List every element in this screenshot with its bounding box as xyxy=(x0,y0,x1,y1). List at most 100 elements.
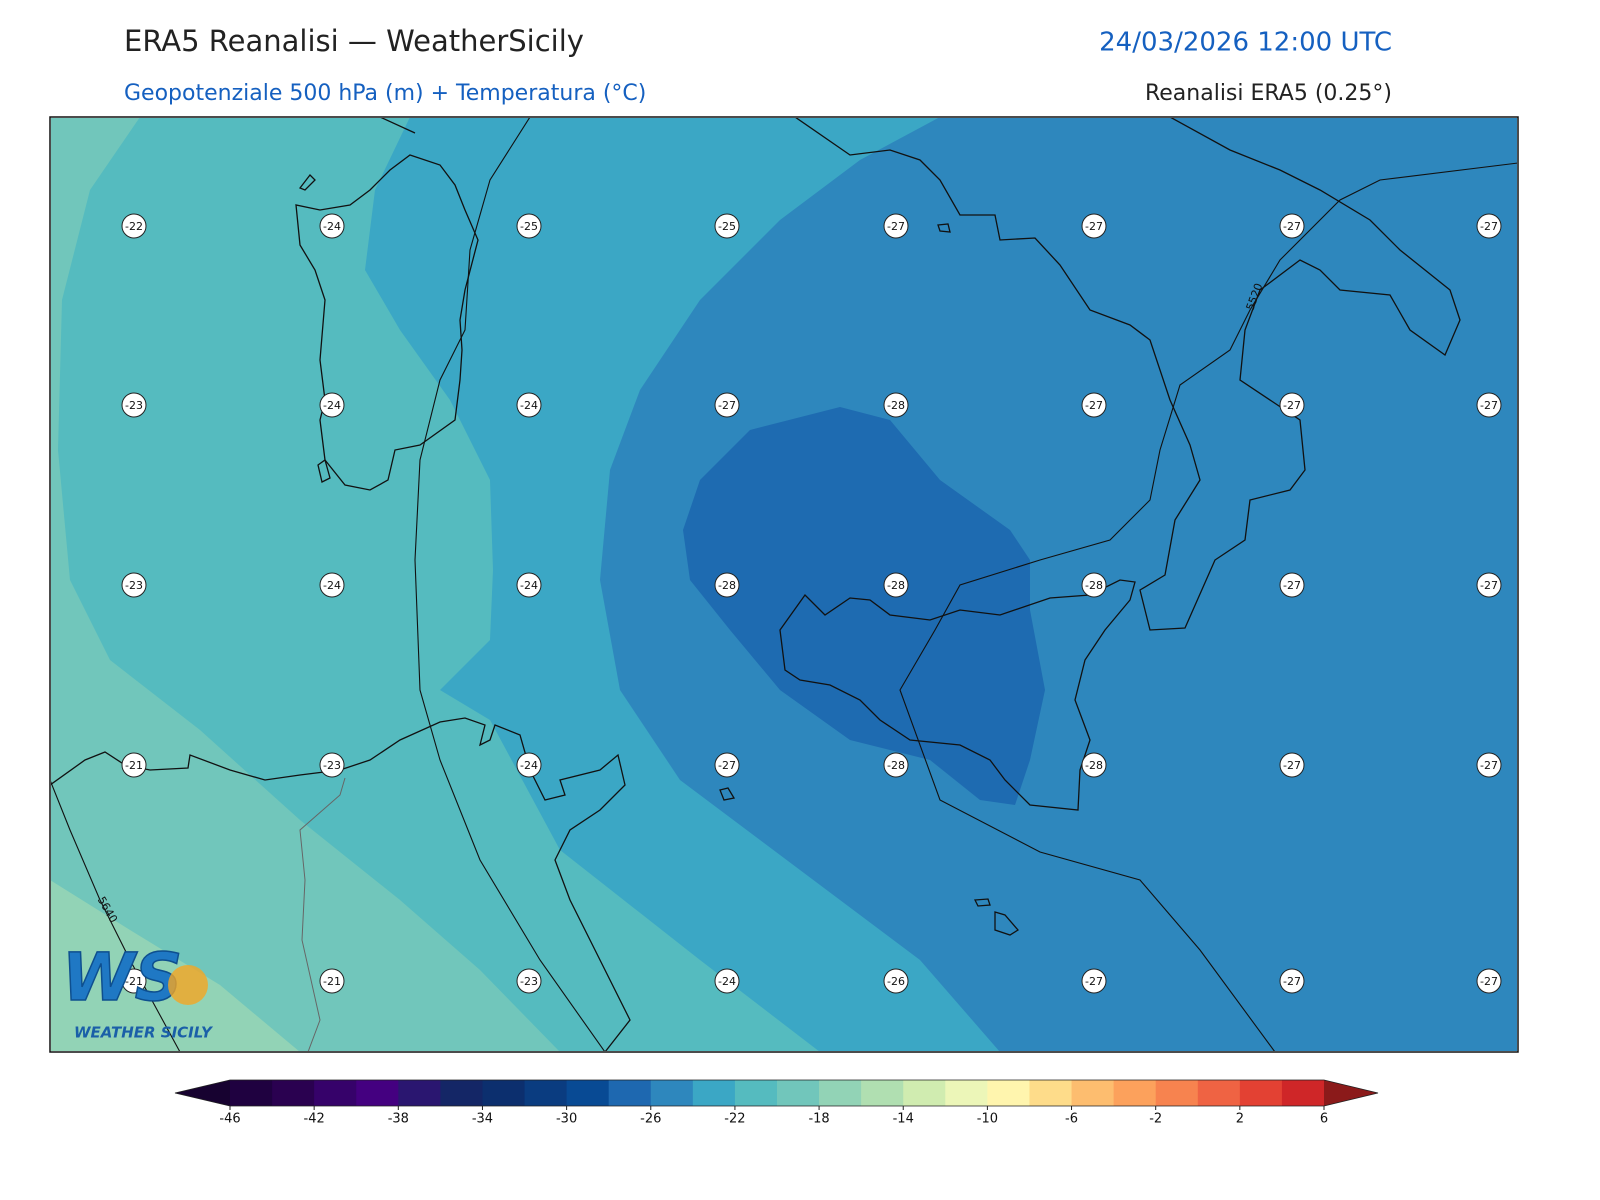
isohypse xyxy=(51,781,181,1051)
temp-label: -24 xyxy=(520,399,538,412)
coastline xyxy=(779,579,1136,811)
colorbar-tick-label: -38 xyxy=(388,1112,409,1127)
colorbar-segment xyxy=(608,1080,652,1106)
temp-marker xyxy=(1081,572,1107,598)
temp-marker xyxy=(1476,213,1502,239)
temp-marker xyxy=(1476,392,1502,418)
temp-marker xyxy=(1476,968,1502,994)
colorbar-segment xyxy=(734,1080,778,1106)
colorbar-tick-label: -26 xyxy=(640,1112,661,1127)
temp-label: -27 xyxy=(1480,759,1498,772)
temp-marker xyxy=(883,392,909,418)
coastline xyxy=(719,223,1019,936)
temp-label: -27 xyxy=(1480,975,1498,988)
temp-label: -27 xyxy=(1085,975,1103,988)
temp-label: -25 xyxy=(718,220,736,233)
logo-sun xyxy=(168,965,208,1005)
colorbar-segment xyxy=(230,1080,273,1106)
colorbar-segment xyxy=(566,1080,610,1106)
colorbar-segment xyxy=(777,1080,820,1106)
colorbar-tick-label: -42 xyxy=(304,1112,325,1127)
temp-label: -28 xyxy=(887,579,905,592)
temp-label: -24 xyxy=(323,579,341,592)
coastline xyxy=(51,717,631,1051)
colorbar-tick-label: -18 xyxy=(808,1112,829,1127)
temp-label: -23 xyxy=(520,975,538,988)
temp-label: -27 xyxy=(1480,220,1498,233)
temp-label: -22 xyxy=(125,220,143,233)
temp-marker xyxy=(121,968,147,994)
temp-marker xyxy=(883,572,909,598)
temp-marker xyxy=(714,392,740,418)
datetime: 24/03/2026 12:00 UTC xyxy=(1099,28,1392,58)
temp-marker xyxy=(1081,968,1107,994)
temp-label: -28 xyxy=(1085,759,1103,772)
colorbar-segment xyxy=(945,1080,988,1106)
colorbar-segment xyxy=(482,1080,526,1106)
colorbar-segment xyxy=(692,1080,736,1106)
colorbar-tick-label: -6 xyxy=(1065,1112,1078,1127)
temp-marker xyxy=(516,752,542,778)
temp-marker xyxy=(883,213,909,239)
temp-marker xyxy=(883,968,909,994)
temp-marker xyxy=(1081,392,1107,418)
colorbar-tick-label: -30 xyxy=(556,1112,577,1127)
temp-label: -25 xyxy=(520,220,538,233)
temp-label: -23 xyxy=(323,759,341,772)
temp-label: -27 xyxy=(1283,220,1301,233)
colorbar-segment xyxy=(314,1080,357,1106)
temp-marker xyxy=(516,572,542,598)
temp-label: -24 xyxy=(323,220,341,233)
temp-label: -27 xyxy=(718,399,736,412)
colorbar-segment xyxy=(1281,1080,1325,1106)
temp-marker xyxy=(714,213,740,239)
temp-label: -28 xyxy=(887,399,905,412)
coastline xyxy=(795,118,1461,631)
field xyxy=(683,407,1045,805)
temp-label: -27 xyxy=(1085,220,1103,233)
colorbar-segment xyxy=(1239,1080,1283,1106)
map-frame xyxy=(49,116,1519,1053)
temp-marker xyxy=(714,968,740,994)
temp-marker xyxy=(1279,392,1305,418)
temp-marker xyxy=(319,752,345,778)
colorbar-tick-label: -10 xyxy=(977,1112,998,1127)
temp-marker xyxy=(1279,213,1305,239)
temp-label: -28 xyxy=(718,579,736,592)
colorbar-segment xyxy=(819,1080,862,1106)
temp-label: -28 xyxy=(887,759,905,772)
subtitle: Geopotenziale 500 hPa (m) + Temperatura … xyxy=(124,81,646,106)
temp-label: -27 xyxy=(1085,399,1103,412)
coastline xyxy=(298,174,331,483)
isohypse xyxy=(414,118,605,1051)
field xyxy=(51,880,299,1051)
logo-mark: WS xyxy=(62,939,182,1016)
colorbar-segment xyxy=(861,1080,904,1106)
temp-marker xyxy=(121,392,147,418)
isohypse xyxy=(899,162,1517,1051)
temp-marker xyxy=(516,213,542,239)
coastline xyxy=(380,118,416,134)
temp-marker xyxy=(516,392,542,418)
colorbar-tick-label: -2 xyxy=(1149,1112,1162,1127)
temp-label: -21 xyxy=(323,975,341,988)
border xyxy=(299,777,346,1051)
temp-marker xyxy=(883,752,909,778)
temp-label: -27 xyxy=(1283,579,1301,592)
temp-label: -28 xyxy=(1085,579,1103,592)
temp-label: -23 xyxy=(125,579,143,592)
temp-marker xyxy=(121,572,147,598)
temp-marker xyxy=(319,968,345,994)
colorbar-tick-label: -14 xyxy=(893,1112,914,1127)
temp-label: -26 xyxy=(887,975,905,988)
colorbar-segment xyxy=(440,1080,483,1106)
temp-marker xyxy=(319,213,345,239)
temp-marker xyxy=(319,572,345,598)
colorbar-tick-label: -46 xyxy=(219,1112,240,1127)
colorbar-segment xyxy=(1029,1080,1073,1106)
source: Reanalisi ERA5 (0.25°) xyxy=(1145,81,1392,106)
colorbar-extension xyxy=(1324,1080,1378,1106)
